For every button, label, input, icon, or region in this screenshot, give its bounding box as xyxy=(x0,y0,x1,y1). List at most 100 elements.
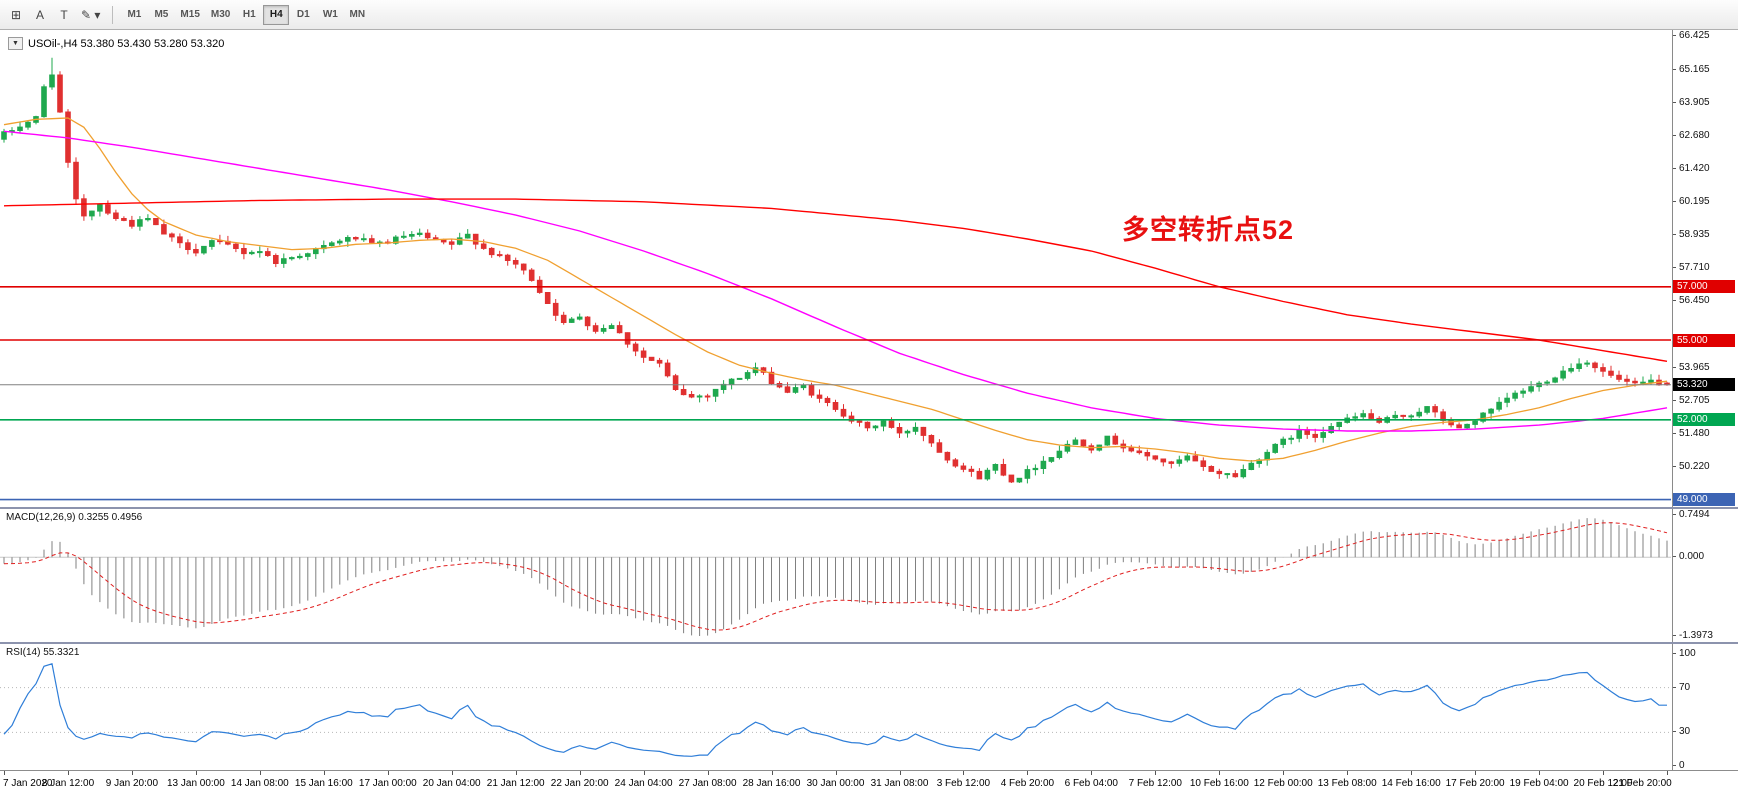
timeframe-button-d1[interactable]: D1 xyxy=(296,9,310,20)
draw-tool-button[interactable]: ✎ ▾ xyxy=(81,7,101,22)
rsi-panel: RSI(14) 55.3321 100 70 30 0 xyxy=(0,644,1738,770)
axis-label: 61.420 xyxy=(1673,163,1710,175)
label-tool-button[interactable]: T xyxy=(60,7,68,22)
timeframe-buttons-group: M1 M5 M15 M30 H1 H4 D1 W1 MN xyxy=(121,4,370,25)
time-tick xyxy=(899,771,901,775)
axis-label: 51.480 xyxy=(1673,427,1710,439)
time-tick xyxy=(1347,771,1349,775)
drawing-tools-group: ⊞ A T ✎ ▾ xyxy=(5,4,104,26)
macd-axis[interactable]: 0.7494 0.000 -1.3973 xyxy=(1672,509,1738,642)
time-tick xyxy=(1155,771,1157,775)
time-tick xyxy=(707,771,709,775)
grid-tool-button[interactable]: ⊞ xyxy=(10,7,22,22)
timeframe-button-h4[interactable]: H4 xyxy=(263,4,290,25)
timeframe-button-h1[interactable]: H1 xyxy=(242,9,256,20)
timeframe-button-m15[interactable]: M15 xyxy=(180,9,200,20)
time-axis-label: 20 Feb 12:00 xyxy=(1573,778,1633,789)
time-axis-label: 9 Jan 20:00 xyxy=(105,778,159,789)
timeframe-button-m5[interactable]: M5 xyxy=(154,9,169,20)
symbol-dropdown-button[interactable]: ▼ xyxy=(8,37,23,50)
macd-panel: MACD(12,26,9) 0.3255 0.4956 0.7494 0.000 -… xyxy=(0,509,1738,642)
time-axis-label: 3 Feb 12:00 xyxy=(936,778,991,789)
chart-root: ▼ USOil-,H4 53.380 53.430 53.280 53.320 … xyxy=(0,30,1738,795)
axis-label: 70 xyxy=(1672,681,1691,693)
time-tick xyxy=(1475,771,1477,775)
time-axis-label: 17 Feb 20:00 xyxy=(1445,778,1505,789)
axis-label: 66.425 xyxy=(1673,30,1710,42)
axis-label: 57.710 xyxy=(1673,261,1710,273)
timeframe-button-mn[interactable]: MN xyxy=(349,9,366,20)
macd-label: MACD(12,26,9) 0.3255 0.4956 xyxy=(6,512,143,523)
axis-label: 65.165 xyxy=(1673,63,1710,75)
time-axis-label: 15 Jan 16:00 xyxy=(294,778,353,789)
axis-label: 63.905 xyxy=(1673,97,1710,109)
time-tick xyxy=(643,771,645,775)
time-tick xyxy=(323,771,325,775)
macd-canvas[interactable] xyxy=(0,509,1671,642)
time-axis-label: 21 Jan 12:00 xyxy=(486,778,545,789)
rsi-axis[interactable]: 100 70 30 0 xyxy=(1672,644,1738,770)
time-axis-label: 14 Feb 16:00 xyxy=(1381,778,1441,789)
time-tick xyxy=(259,771,261,775)
time-tick xyxy=(1027,771,1029,775)
bid-price-tag: 53.320 xyxy=(1673,378,1735,392)
time-axis-label: 21 Feb 20:00 xyxy=(1612,778,1672,789)
time-axis-label: 4 Feb 20:00 xyxy=(1000,778,1055,789)
top-toolbar: ⊞ A T ✎ ▾ M1 M5 M15 M30 H1 H4 D1 W1 MN xyxy=(0,0,1738,30)
time-axis-label: 7 Jan 2020 xyxy=(3,778,53,789)
time-axis-label: 17 Jan 00:00 xyxy=(358,778,417,789)
rsi-canvas[interactable] xyxy=(0,644,1671,770)
time-tick xyxy=(1667,771,1668,775)
time-tick xyxy=(515,771,517,775)
time-tick xyxy=(1283,771,1285,775)
time-axis-label: 30 Jan 00:00 xyxy=(806,778,865,789)
timeframe-button-m30[interactable]: M30 xyxy=(210,9,231,20)
timeframe-button-m1[interactable]: M1 xyxy=(127,9,142,20)
main-chart-panel: ▼ USOil-,H4 53.380 53.430 53.280 53.320 … xyxy=(0,30,1738,507)
time-axis-label: 6 Feb 04:00 xyxy=(1064,778,1118,789)
price-axis[interactable]: 66.425 65.165 63.905 62.680 61.420 60.195 58.9… xyxy=(1672,30,1738,507)
hline-price-tag: 57.000 xyxy=(1673,280,1735,294)
axis-label: 100 xyxy=(1673,648,1696,659)
time-axis-label: 24 Jan 04:00 xyxy=(614,778,673,789)
time-axis-label: 14 Jan 08:00 xyxy=(230,778,289,789)
time-axis-label: 7 Feb 12:00 xyxy=(1128,778,1182,789)
time-tick xyxy=(1603,771,1604,775)
panel-splitter[interactable] xyxy=(0,507,1738,509)
axis-label: 62.680 xyxy=(1673,129,1710,141)
time-tick xyxy=(387,771,389,775)
time-tick xyxy=(195,771,197,775)
time-tick xyxy=(1539,771,1541,775)
hline-price-tag: 49.000 xyxy=(1673,493,1735,507)
axis-label: 56.450 xyxy=(1673,295,1710,307)
time-axis[interactable]: 7 Jan 2020 8 Jan 12:00 9 Jan 20:00 13 Jan 0… xyxy=(0,770,1738,795)
axis-label: 0 xyxy=(1673,760,1685,770)
axis-label: 30 xyxy=(1672,726,1691,738)
time-tick xyxy=(579,771,581,775)
main-chart-canvas[interactable] xyxy=(0,30,1671,507)
axis-label: 53.965 xyxy=(1673,361,1710,373)
time-axis-label: 12 Feb 00:00 xyxy=(1253,778,1313,789)
timeframe-button-w1[interactable]: W1 xyxy=(322,9,338,20)
time-tick xyxy=(451,771,453,775)
time-tick xyxy=(1219,771,1221,775)
text-tool-button[interactable]: A xyxy=(35,7,44,22)
annotation-text: 多空转折点52 xyxy=(1122,215,1295,245)
time-axis-label: 13 Jan 00:00 xyxy=(166,778,225,789)
axis-label: 50.220 xyxy=(1673,461,1710,473)
time-axis-label: 13 Feb 08:00 xyxy=(1317,778,1377,789)
time-tick xyxy=(835,771,837,775)
axis-label: 58.935 xyxy=(1673,229,1710,241)
axis-label: -1.3973 xyxy=(1673,630,1713,641)
panel-splitter[interactable] xyxy=(0,642,1738,644)
symbol-ohlc-label: ▼ USOil-,H4 53.380 53.430 53.280 53.320 xyxy=(8,37,224,50)
time-tick xyxy=(963,771,965,775)
time-axis-label: 22 Jan 20:00 xyxy=(550,778,609,789)
time-tick xyxy=(1411,771,1413,775)
time-axis-label: 19 Feb 04:00 xyxy=(1509,778,1569,789)
time-tick xyxy=(68,771,69,775)
axis-label: 52.705 xyxy=(1673,395,1710,407)
hline-price-tag: 52.000 xyxy=(1673,413,1735,427)
axis-label: 0.7494 xyxy=(1673,509,1710,520)
time-axis-label: 20 Jan 04:00 xyxy=(422,778,481,789)
